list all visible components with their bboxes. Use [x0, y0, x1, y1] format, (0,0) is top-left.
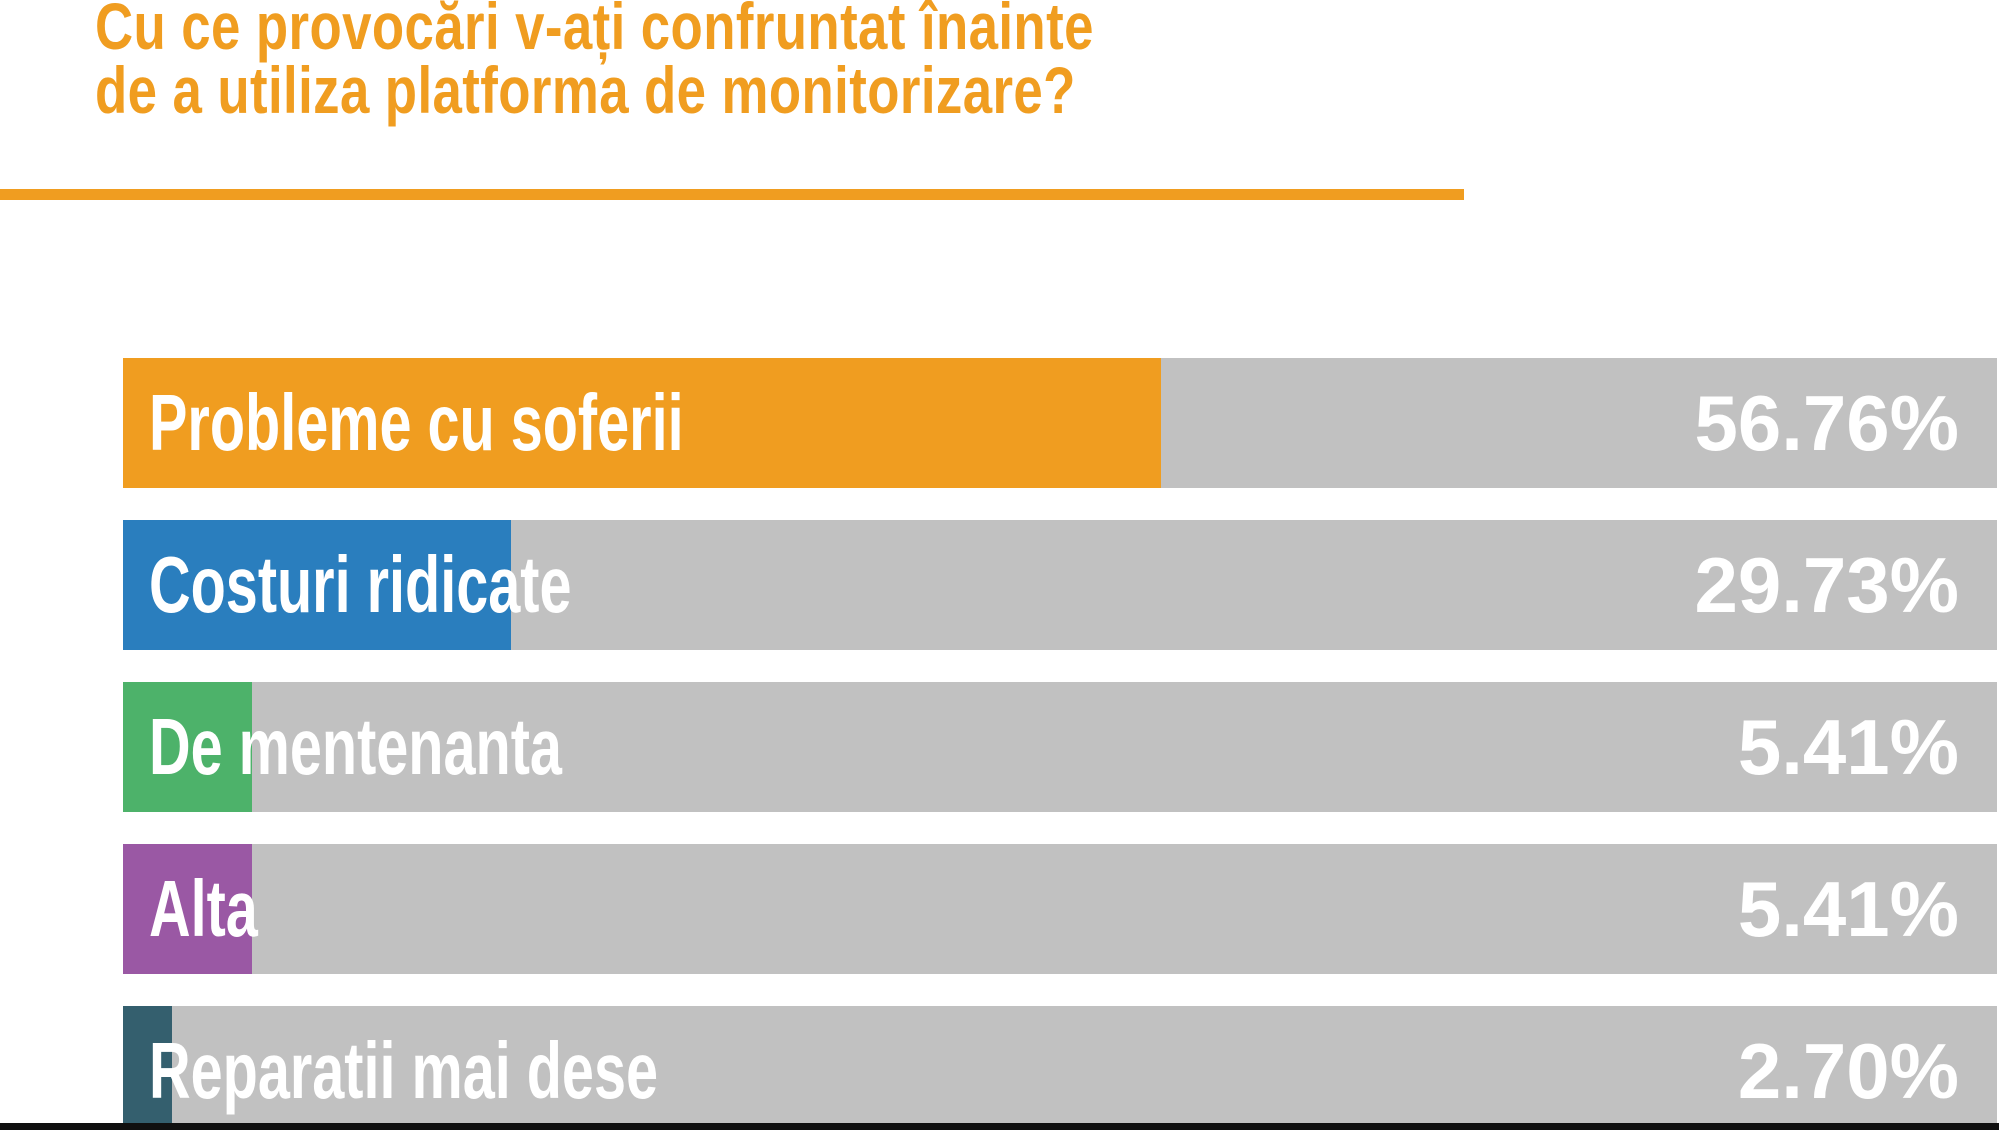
page-title-line2: de a utiliza platforma de monitorizare? [95, 53, 1076, 127]
bar-fill [123, 1006, 172, 1130]
bar-label: Probleme cu soferii [149, 378, 684, 467]
bar-fill [123, 682, 253, 812]
bar-fill [123, 520, 511, 650]
bar-chart: Probleme cu soferii 56.76% Costuri ridic… [123, 358, 1997, 1130]
bottom-edge-line [0, 1123, 1999, 1130]
bar-value: 5.41% [1737, 702, 1959, 791]
chart-row: Probleme cu soferii 56.76% [123, 358, 1997, 488]
bar-value: 2.70% [1737, 1026, 1959, 1115]
chart-row: De mentenanta 5.41% [123, 682, 1997, 812]
bar-label: Costuri ridicate [149, 540, 572, 629]
page-title-line1: Cu ce provocări v-ați confruntat înainte [95, 0, 1094, 63]
bar-fill [123, 844, 253, 974]
bar-value: 56.76% [1694, 378, 1959, 467]
chart-row: Alta 5.41% [123, 844, 1997, 974]
bar-label: Reparatii mai dese [149, 1026, 659, 1115]
bar-fill [123, 358, 1162, 488]
bar-label: Alta [149, 864, 258, 953]
page-title: Cu ce provocări v-ați confruntat înainte… [95, 0, 1094, 123]
bar-value: 29.73% [1694, 540, 1959, 629]
title-underline [0, 189, 1464, 200]
bar-label: De mentenanta [149, 702, 562, 791]
chart-row: Costuri ridicate 29.73% [123, 520, 1997, 650]
bar-value: 5.41% [1737, 864, 1959, 953]
chart-row: Reparatii mai dese 2.70% [123, 1006, 1997, 1130]
